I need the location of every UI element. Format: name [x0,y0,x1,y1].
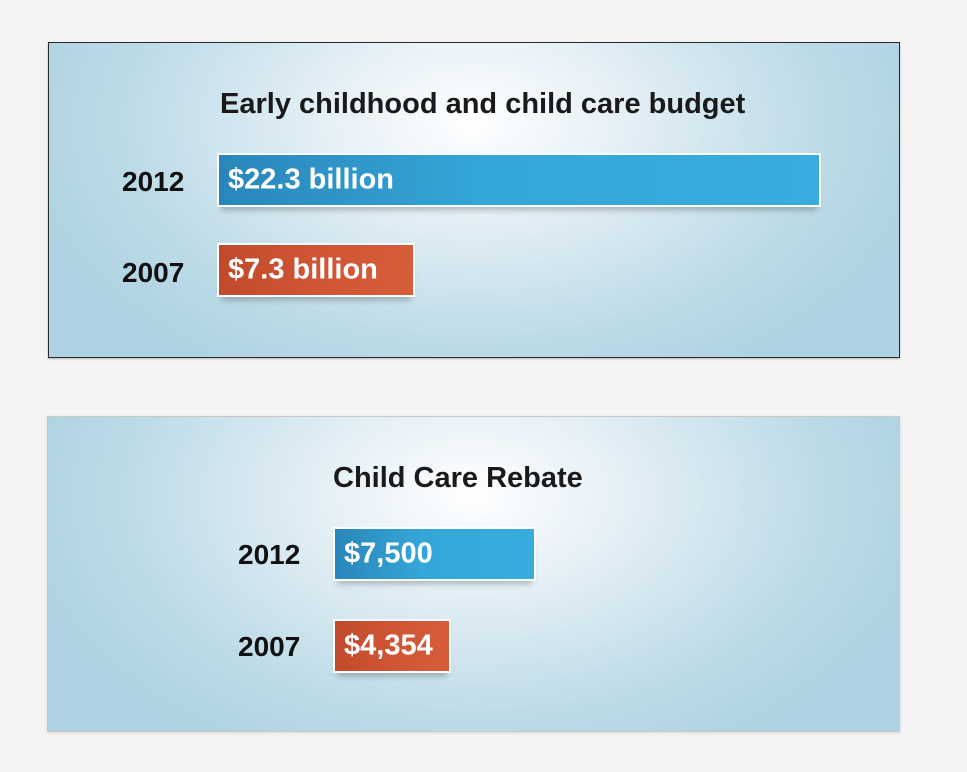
data-label-2012: $7,500 [344,537,433,570]
category-label-2012: 2012 [238,539,301,570]
budget-chart-panel: Early childhood and child care budget 20… [48,42,900,358]
category-label-2007: 2007 [122,257,185,288]
chart-title: Early childhood and child care budget [220,88,746,120]
category-label-2007: 2007 [238,631,301,662]
chart-title: Child Care Rebate [333,462,583,494]
data-label-2007: $4,354 [344,629,433,662]
bar-2007: $4,354 [333,619,451,673]
bar-2007: $7.3 billion [217,243,415,297]
data-label-2007: $7.3 billion [228,253,378,286]
category-label-2012: 2012 [122,166,185,197]
bar-2012: $7,500 [333,527,536,581]
bar-2012: $22.3 billion [217,153,821,207]
rebate-chart-panel: Child Care Rebate 2012 $7,500 2007 $4,35… [47,416,900,732]
data-label-2012: $22.3 billion [228,163,394,196]
